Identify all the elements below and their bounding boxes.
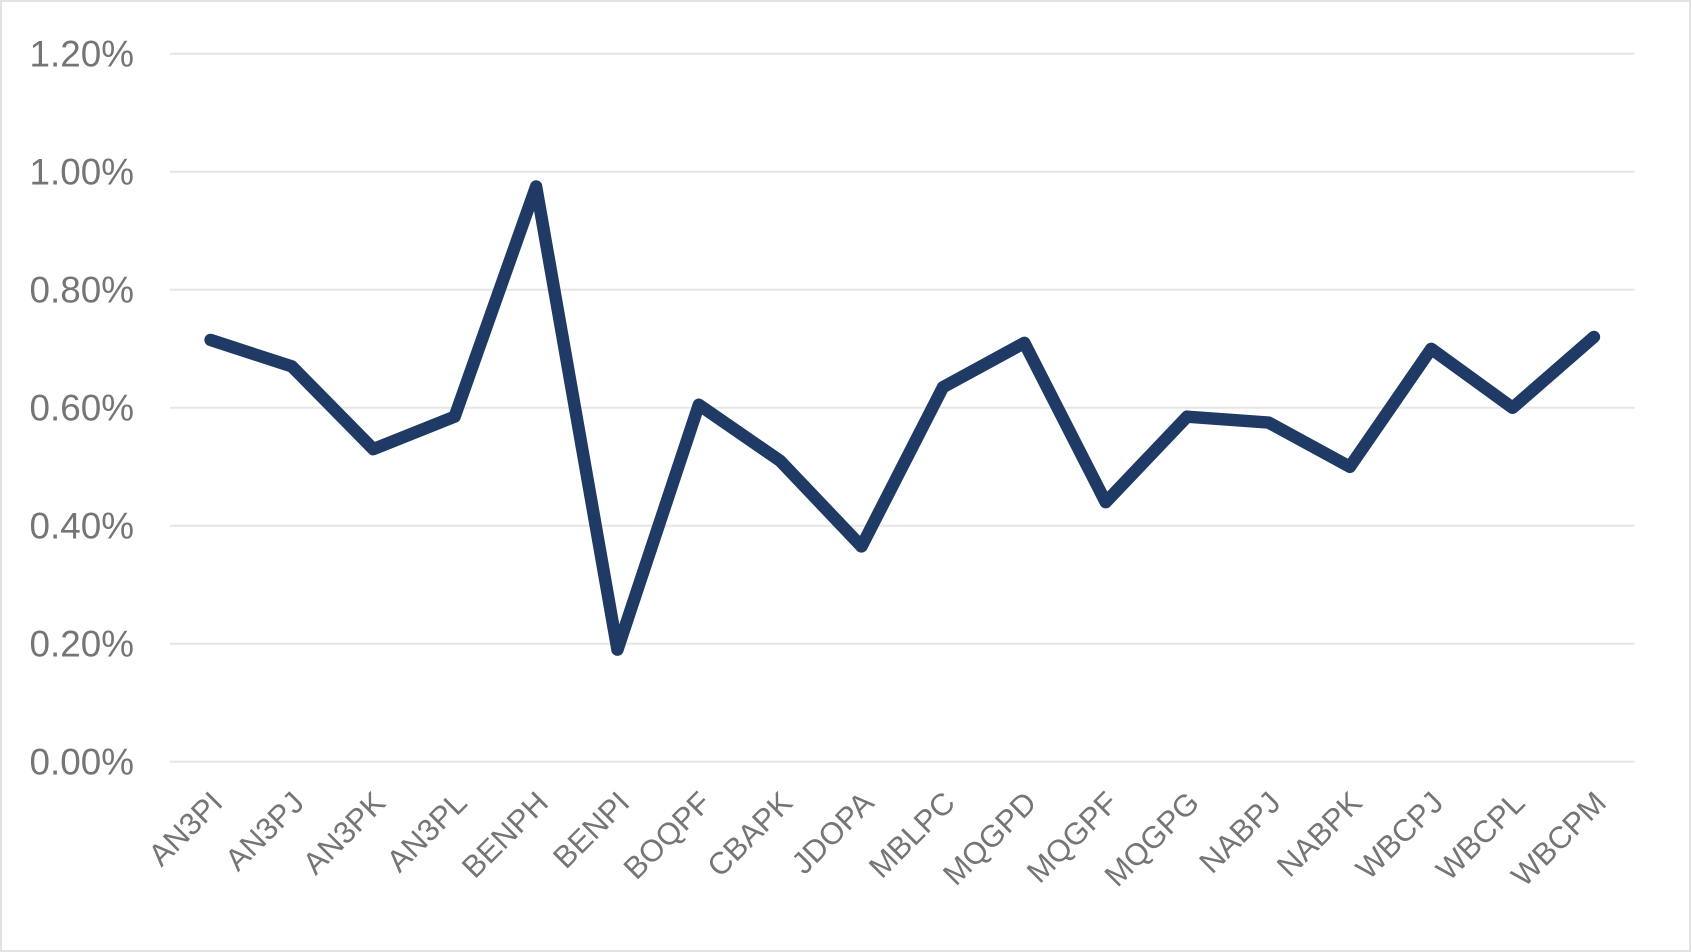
y-axis-tick-label: 1.00% (30, 151, 134, 192)
x-axis-tick-label: NABPJ (1192, 785, 1287, 880)
x-axis-tick-label: NABPK (1270, 785, 1369, 884)
y-axis-tick-label: 1.20% (30, 33, 134, 74)
y-axis-tick-label: 0.80% (30, 269, 134, 310)
y-axis-tick-label: 0.40% (30, 505, 134, 546)
x-axis-tick-label: WBCPJ (1349, 785, 1450, 886)
x-axis-tick-label: CBAPK (700, 785, 799, 884)
x-axis-tick-label: AN3PJ (218, 785, 311, 878)
y-axis-tick-label: 0.20% (30, 623, 134, 664)
x-axis-tick-label: AN3PI (142, 785, 230, 873)
x-axis-tick-label: AN3PK (296, 785, 393, 882)
y-axis-tick-label: 0.60% (30, 387, 134, 428)
y-axis-tick-label: 0.00% (30, 741, 134, 782)
x-axis-tick-label: JDOPA (785, 785, 881, 881)
x-axis-tick-label: BENPH (455, 785, 555, 885)
x-axis-tick-label: BOQPF (617, 785, 718, 886)
data-series-line (204, 180, 1601, 656)
